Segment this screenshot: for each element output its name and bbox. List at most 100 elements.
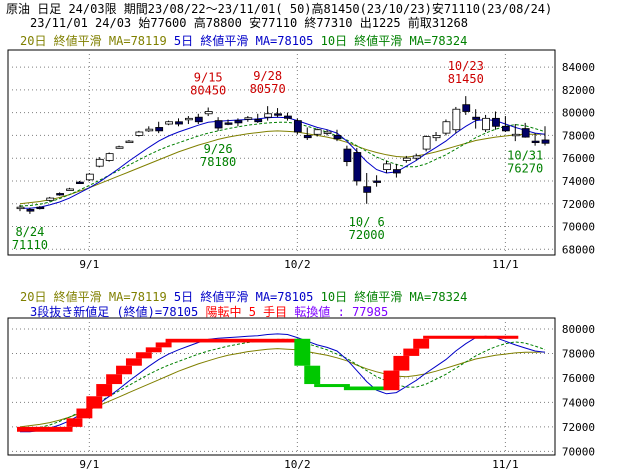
candle-body (36, 206, 45, 210)
break-ma20-line (19, 348, 546, 428)
candle-body (422, 136, 431, 150)
break-brick (393, 355, 410, 371)
break-status-line: 3段抜き新値足 (終値)=78105 陽転中 5 手目 転換値 : 77985 (30, 304, 388, 319)
candle-body (363, 186, 372, 193)
candle-body (293, 120, 302, 133)
candle-body (462, 104, 471, 112)
break-brick (145, 347, 162, 353)
candle-body (125, 140, 134, 144)
candle-x-tick-label: 10/2 (284, 258, 311, 271)
status-transition: 転換値 : 77985 (294, 304, 388, 319)
break-y-tick-label: 72000 (562, 421, 595, 434)
candle-body (66, 188, 74, 191)
candle-body (482, 117, 490, 131)
candle-body (115, 146, 124, 149)
status-prefix: 3段抜き新値足 (終値)=78105 (30, 304, 205, 319)
candle-body (135, 131, 144, 136)
candle-y-tick-label: 70000 (562, 221, 595, 234)
candle-body (412, 155, 421, 159)
annotation-value: 71110 (12, 238, 48, 252)
break-brick (86, 396, 103, 409)
candle-y-tick-label: 78000 (562, 129, 595, 142)
legend-ma20: 20日 終値平滑 MA=78119 (20, 289, 174, 304)
candle-body (95, 158, 104, 167)
candle-body (214, 120, 223, 129)
break-x-tick-label: 11/1 (492, 458, 519, 471)
break-brick (76, 408, 93, 419)
candle-body (204, 111, 213, 115)
candle-body (432, 135, 441, 139)
candle-body (472, 116, 481, 120)
chart-header-line1: 原油 日足 24/03限 期間23/08/22～23/11/01( 50)高81… (6, 2, 553, 16)
candle-body (155, 127, 164, 132)
candle-body (442, 121, 451, 134)
candle-body (274, 113, 282, 116)
legend-ma10: 10日 終値平滑 MA=78324 (321, 33, 468, 48)
candle-y-tick-label: 74000 (562, 175, 595, 188)
candle-body (184, 117, 193, 121)
annotation-date: 9/26 (204, 142, 233, 156)
status-trend: 陽転中 (205, 304, 248, 319)
candle-body (521, 128, 530, 138)
candle-body (353, 152, 362, 182)
break-x-tick-label: 9/1 (79, 458, 99, 471)
break-brick (135, 352, 152, 359)
annotation-date: 9/28 (253, 69, 282, 83)
break-brick (304, 365, 321, 385)
break-x-tick-label: 10/2 (284, 458, 311, 471)
break-brick (383, 370, 400, 391)
legend-bottom: 20日 終値平滑 MA=78119 5日 終値平滑 MA=78105 10日 終… (20, 289, 467, 304)
candle-body (165, 121, 173, 125)
break-brick (314, 384, 350, 388)
candle-body (175, 121, 183, 125)
candle-plot-frame (7, 49, 556, 256)
candle-body (303, 135, 312, 139)
legend-ma5: 5日 終値平滑 MA=78105 (174, 33, 321, 48)
candle-y-tick-label: 72000 (562, 198, 595, 211)
candle-body (234, 120, 243, 124)
candle-body (501, 125, 510, 132)
status-step-count: 5 (249, 305, 263, 319)
annotation-value: 72000 (349, 228, 385, 242)
annotation-date: 8/24 (15, 225, 44, 239)
break-brick (423, 335, 519, 339)
candle-body (373, 180, 382, 183)
break-brick (403, 348, 420, 356)
candle-body (343, 148, 352, 163)
candle-body (452, 108, 461, 131)
status-step-unit: 手目 (263, 305, 294, 319)
candle-y-tick-label: 84000 (562, 61, 595, 74)
candle-body (492, 117, 500, 127)
candle-body (402, 157, 411, 161)
candle-y-tick-label: 82000 (562, 84, 595, 97)
candle-body (145, 128, 154, 132)
candle-body (16, 206, 25, 210)
legend-ma5: 5日 終値平滑 MA=78105 (174, 289, 321, 304)
candle-body (26, 209, 35, 212)
candle-body (313, 129, 322, 135)
candle-body (85, 173, 94, 181)
annotation-value: 80450 (190, 84, 226, 98)
break-y-tick-label: 74000 (562, 396, 595, 409)
candle-y-tick-label: 76000 (562, 152, 595, 165)
legend-ma10: 10日 終値平滑 MA=78324 (321, 289, 468, 304)
candle-body (194, 116, 203, 123)
break-brick (66, 418, 83, 427)
candle-y-tick-label: 68000 (562, 243, 595, 256)
break-y-tick-label: 80000 (562, 323, 595, 336)
break-y-tick-label: 70000 (562, 445, 595, 458)
candle-y-tick-label: 80000 (562, 107, 595, 120)
break-brick (17, 426, 73, 432)
break-brick (125, 358, 142, 366)
annotation-date: 10/23 (448, 59, 484, 73)
candle-x-tick-label: 11/1 (492, 258, 519, 271)
candle-body (333, 135, 342, 140)
break-brick (343, 386, 390, 391)
candle-body (76, 181, 84, 185)
candle-body (284, 115, 292, 119)
annotation-date: 10/31 (507, 149, 543, 163)
candle-body (264, 113, 273, 118)
legend-ma20: 20日 終値平滑 MA=78119 (20, 33, 174, 48)
candle-x-tick-label: 9/1 (79, 258, 99, 271)
break-brick (106, 374, 123, 385)
